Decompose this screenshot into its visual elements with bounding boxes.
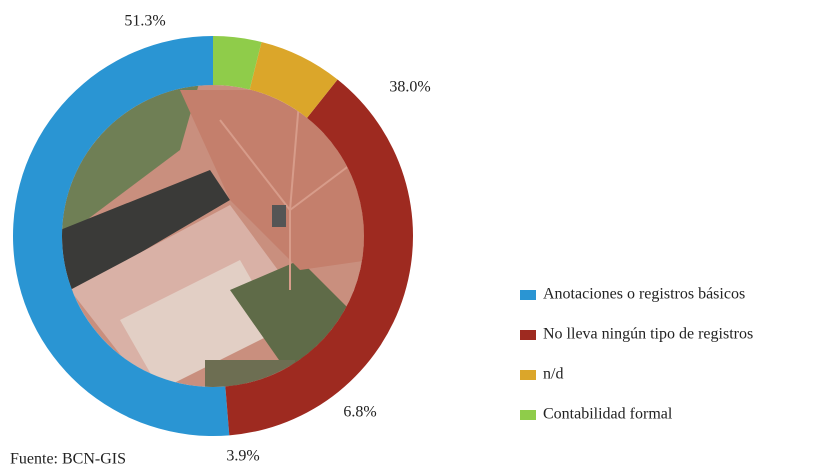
donut-segment (225, 79, 414, 436)
source: Fuente: BCN-GIS (10, 451, 126, 466)
data-label: 51.3% (124, 13, 165, 30)
legend-swatch (520, 330, 536, 340)
donut-segment (213, 36, 262, 90)
donut-segment (13, 36, 230, 436)
data-label: 38.0% (389, 79, 430, 96)
legend-label: n/d (543, 366, 563, 383)
donut-segment (249, 41, 338, 118)
legend-label: Contabilidad formal (543, 406, 673, 423)
legend-swatch (520, 410, 536, 420)
center-photo (62, 85, 364, 387)
data-label: 6.8% (343, 404, 376, 421)
legend-swatch (520, 370, 536, 380)
legend-swatch (520, 290, 536, 300)
data-label: 3.9% (226, 448, 259, 465)
legend-label: No lleva ningún tipo de registros (543, 326, 753, 343)
legend-label: Anotaciones o registros básicos (543, 286, 745, 303)
